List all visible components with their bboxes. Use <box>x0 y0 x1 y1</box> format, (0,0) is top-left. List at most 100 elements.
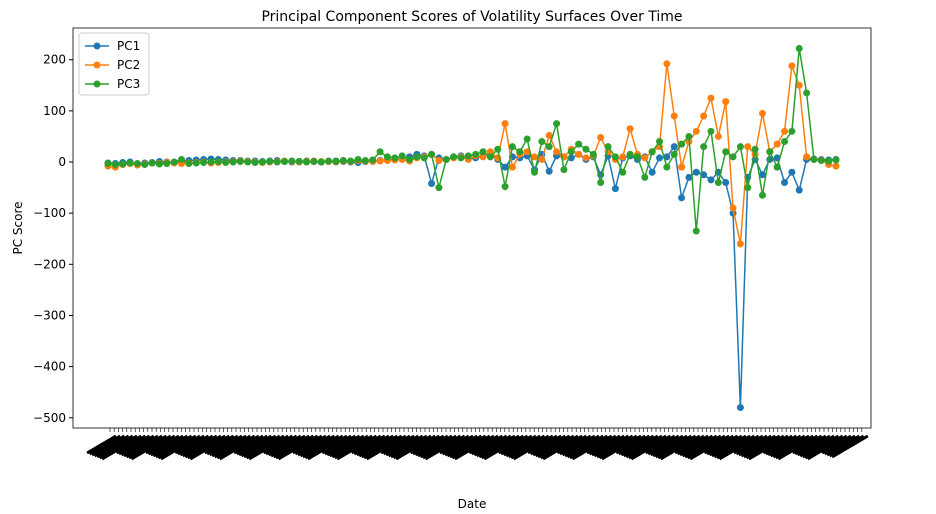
point <box>133 160 141 168</box>
point <box>788 127 796 135</box>
y-axis-label: PC Score <box>11 201 25 254</box>
x-tick-text-stroke <box>385 434 420 457</box>
x-tick-text-stroke <box>481 434 520 460</box>
point <box>803 89 811 97</box>
x-tick-text-stroke <box>652 434 688 458</box>
point <box>317 158 325 166</box>
x-tick-text-stroke <box>358 434 394 458</box>
x-tick-text-stroke <box>307 434 348 461</box>
x-tick-text-stroke <box>419 434 457 459</box>
point <box>817 156 825 164</box>
x-tick-text-stroke <box>233 434 264 455</box>
x-tick-text-stroke <box>304 434 344 460</box>
x-tick-text-stroke <box>713 434 751 459</box>
x-tick-text-stroke <box>331 434 369 459</box>
x-tick-text-stroke <box>238 434 273 457</box>
x-tick-text-stroke <box>299 434 336 458</box>
point <box>457 154 465 162</box>
x-tick-text-stroke <box>476 434 512 458</box>
x-tick-text-stroke <box>799 434 835 458</box>
x-tick-text-stroke <box>449 434 487 459</box>
x-tick-text-stroke <box>743 434 781 459</box>
x-tick-text-stroke <box>88 434 121 456</box>
x-tick-text-stroke <box>588 434 621 456</box>
x-tick-text-stroke <box>748 434 789 461</box>
x-tick-text-stroke <box>831 434 869 459</box>
x-tick-text-stroke <box>177 434 210 456</box>
x-tick-text-stroke <box>211 434 247 458</box>
point <box>111 161 119 169</box>
x-tick-text-stroke <box>414 434 449 457</box>
x-tick-text-stroke <box>120 434 155 457</box>
point <box>486 153 494 161</box>
point <box>567 148 575 156</box>
point <box>619 168 627 176</box>
point <box>758 171 766 179</box>
point <box>781 178 789 186</box>
x-tick-text-stroke <box>534 434 571 458</box>
point <box>104 160 112 168</box>
x-tick-text-stroke <box>409 434 441 455</box>
point <box>633 153 641 161</box>
x-tick-text-stroke <box>828 434 865 458</box>
x-tick-text-stroke <box>676 434 709 456</box>
x-tick-text-stroke <box>157 434 197 460</box>
point <box>729 153 737 161</box>
point <box>582 154 590 162</box>
point <box>685 132 693 140</box>
y-tick-label: −400 <box>33 360 66 374</box>
point <box>501 183 509 191</box>
x-tick-text-stroke <box>451 434 491 460</box>
point <box>244 158 252 166</box>
x-tick-text-stroke <box>733 434 764 455</box>
x-tick-text-stroke <box>101 434 142 461</box>
point <box>516 148 524 156</box>
x-tick-text-stroke <box>245 434 285 460</box>
point <box>692 168 700 176</box>
x-tick-text-stroke <box>321 434 352 455</box>
x-tick-text-stroke <box>735 434 768 456</box>
x-tick-text-stroke <box>150 434 184 457</box>
y-tick-label: 0 <box>58 155 66 169</box>
x-tick-text-stroke <box>564 434 600 458</box>
point <box>656 154 664 162</box>
x-tick-text-stroke <box>569 434 609 460</box>
point <box>670 112 678 120</box>
point <box>656 138 664 146</box>
x-tick-text-stroke <box>174 434 205 455</box>
x-tick-text-stroke <box>571 434 613 461</box>
point <box>700 143 708 151</box>
x-tick-text-stroke <box>711 434 747 458</box>
series-line <box>107 144 837 408</box>
x-tick-text-stroke <box>537 434 575 459</box>
point <box>560 166 568 174</box>
point <box>736 240 744 248</box>
point <box>795 81 803 89</box>
point <box>464 152 472 160</box>
x-tick-text-stroke <box>796 434 831 457</box>
point <box>626 150 634 158</box>
point <box>545 143 553 151</box>
x-tick-text-stroke <box>497 434 529 455</box>
point <box>597 178 605 186</box>
point <box>832 156 840 164</box>
x-tick-text-stroke <box>647 434 680 456</box>
x-tick-text-stroke <box>777 434 819 461</box>
x-tick-text-stroke <box>412 434 445 456</box>
point <box>553 120 561 128</box>
point <box>714 178 722 186</box>
y-tick-label: −300 <box>33 308 66 322</box>
x-tick-text-stroke <box>292 434 323 455</box>
x-tick-text-stroke <box>586 434 617 455</box>
point <box>597 133 605 141</box>
x-axis-label: Date <box>458 497 487 510</box>
x-tick-text-stroke <box>189 434 231 461</box>
legend-marker <box>93 42 101 50</box>
x-tick-text-stroke <box>125 434 163 459</box>
point <box>604 143 612 151</box>
point <box>376 148 384 156</box>
x-tick-text-stroke <box>468 434 499 455</box>
x-tick-text-stroke <box>801 434 840 459</box>
plot-frame <box>72 27 872 429</box>
point <box>501 163 509 171</box>
